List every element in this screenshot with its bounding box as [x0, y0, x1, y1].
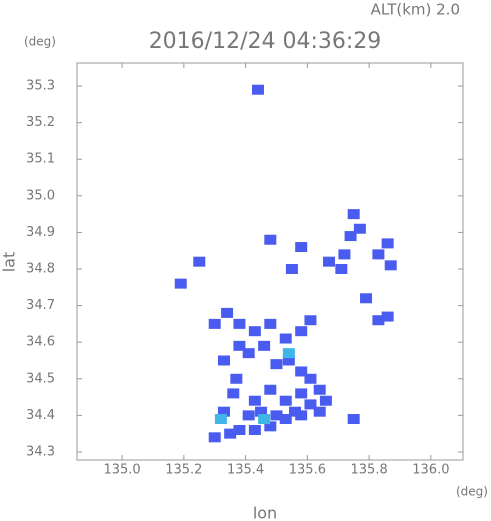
- plot-frame: [76, 62, 464, 461]
- echo-cell: [208, 432, 221, 443]
- y-axis-label: lat: [0, 252, 19, 273]
- echo-cell: [335, 264, 348, 275]
- y-tick-label: 34.3: [26, 444, 55, 459]
- echo-cell: [193, 256, 206, 267]
- echo-cell: [264, 318, 277, 329]
- echo-cell: [221, 307, 234, 318]
- echo-cell: [217, 355, 230, 366]
- echo-cell: [264, 384, 277, 395]
- y-unit: (deg): [24, 35, 56, 49]
- echo-cell: [295, 388, 308, 399]
- echo-cell: [372, 249, 385, 260]
- echo-cell: [258, 414, 271, 425]
- echo-cell: [338, 249, 351, 260]
- echo-cell: [282, 348, 295, 359]
- echo-cell: [322, 256, 335, 267]
- echo-cell: [174, 278, 187, 289]
- echo-cell: [372, 315, 385, 326]
- y-tick-label: 34.9: [26, 225, 55, 240]
- echo-cell: [304, 315, 317, 326]
- echo-cell: [344, 231, 357, 242]
- echo-cell: [264, 421, 277, 432]
- echo-cell: [304, 399, 317, 410]
- echo-cell: [313, 406, 326, 417]
- echo-cell: [217, 406, 230, 417]
- x-tick-label: 135.0: [103, 463, 140, 478]
- y-tick-label: 35.2: [26, 115, 55, 130]
- y-tick-label: 35.0: [26, 188, 55, 203]
- echo-cell: [279, 395, 292, 406]
- echo-cell: [255, 406, 268, 417]
- y-tick-label: 34.7: [26, 298, 55, 313]
- echo-cell: [248, 326, 261, 337]
- echo-cell: [313, 384, 326, 395]
- y-tick-label: 35.3: [26, 79, 55, 94]
- echo-cell: [242, 348, 255, 359]
- y-tick-label: 35.1: [26, 152, 55, 167]
- echo-cell: [381, 238, 394, 249]
- echo-cell: [270, 359, 283, 370]
- x-tick-label: 135.4: [227, 463, 264, 478]
- y-tick-label: 34.4: [26, 408, 55, 423]
- x-tick-label: 135.8: [351, 463, 388, 478]
- echo-cell: [295, 366, 308, 377]
- echo-cell: [353, 223, 366, 234]
- echo-cell: [282, 355, 295, 366]
- echo-cell: [264, 234, 277, 245]
- subtitle: ALT(km) 2.0: [371, 1, 460, 19]
- x-tick-label: 135.6: [289, 463, 326, 478]
- echo-cell: [233, 340, 246, 351]
- echo-cell: [279, 414, 292, 425]
- echo-cell: [227, 388, 240, 399]
- echo-cell: [295, 242, 308, 253]
- echo-cell: [347, 414, 360, 425]
- echo-cell: [319, 395, 332, 406]
- echo-cell: [285, 264, 298, 275]
- echo-cell: [360, 293, 373, 304]
- echo-cell: [248, 424, 261, 435]
- y-tick-label: 34.8: [26, 262, 55, 277]
- echo-cell: [347, 209, 360, 220]
- echo-cell: [224, 428, 237, 439]
- chart-title: 2016/12/24 04:36:29: [149, 29, 382, 54]
- echo-cell: [384, 260, 397, 271]
- echo-cell: [242, 410, 255, 421]
- echo-cell: [258, 340, 271, 351]
- x-unit: (deg): [456, 485, 488, 499]
- echo-cell: [233, 424, 246, 435]
- echo-cell: [270, 410, 283, 421]
- echo-cell: [208, 318, 221, 329]
- y-tick-label: 34.5: [26, 371, 55, 386]
- echo-cell: [381, 311, 394, 322]
- echo-cell: [230, 373, 243, 384]
- x-tick-label: 136.0: [412, 463, 449, 478]
- x-tick-label: 135.2: [165, 463, 202, 478]
- echo-cell: [289, 406, 302, 417]
- y-tick-label: 34.6: [26, 335, 55, 350]
- echo-cell: [233, 318, 246, 329]
- echo-cell: [214, 414, 227, 425]
- echo-cell: [279, 333, 292, 344]
- echo-cell: [251, 84, 264, 95]
- x-axis-label: lon: [253, 504, 277, 521]
- echo-cell: [295, 326, 308, 337]
- echo-cell: [304, 373, 317, 384]
- echo-cell: [248, 395, 261, 406]
- echo-cell: [295, 410, 308, 421]
